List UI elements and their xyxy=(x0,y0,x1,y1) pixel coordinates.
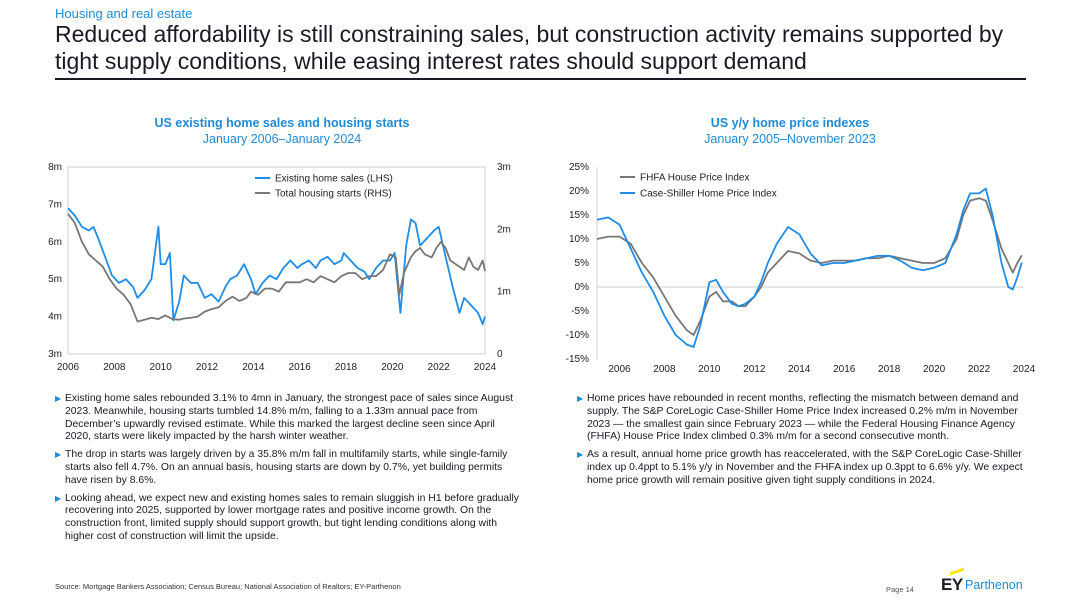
chart1-x-tick-label: 2018 xyxy=(335,362,358,373)
chart2-x-tick-label: 2008 xyxy=(653,364,676,375)
chart2-x-tick-label: 2024 xyxy=(1013,364,1036,375)
title-divider xyxy=(55,78,1026,80)
bullet-arrow-icon: ▶ xyxy=(55,394,62,403)
chart1-legend-label-2: Total housing starts (RHS) xyxy=(275,189,392,200)
chart1-plot-frame xyxy=(67,166,486,355)
chart2-y-tick-label: -10% xyxy=(566,330,589,341)
chart2-title-block: US y/y home price indexes January 2005–N… xyxy=(590,115,990,147)
chart1-x-tick-label: 2010 xyxy=(150,362,173,373)
bullet-arrow-icon: ▶ xyxy=(55,493,62,503)
chart2-x-tick-label: 2022 xyxy=(968,364,991,375)
ey-parthenon-logo: EY Parthenon xyxy=(938,567,1030,596)
bullet-arrow-icon: ▶ xyxy=(55,450,62,460)
bullet-arrow-icon: ▶ xyxy=(577,450,584,460)
chart2-series-line-2 xyxy=(596,187,1023,348)
chart1-right-tick-label: 3m xyxy=(497,162,511,173)
list-item: ▶ Looking ahead, we expect new and existi… xyxy=(55,492,519,542)
left-bullet-list: ▶ Existing home sales rebounded 3.1% to 4… xyxy=(55,393,520,549)
logo-ey-text: EY xyxy=(941,575,963,594)
chart2-y-tick-label: -5% xyxy=(571,306,589,317)
chart2-x-tick-label: 2016 xyxy=(833,364,856,375)
chart2-y-tick-label: 25% xyxy=(569,162,589,173)
chart1-left-tick-label: 3m xyxy=(48,349,62,360)
chart1-series-line-2 xyxy=(67,213,486,323)
chart1-x-tick-label: 2008 xyxy=(103,362,126,373)
chart1-x-tick-label: 2024 xyxy=(474,362,497,373)
chart1-left-tick-label: 6m xyxy=(48,237,62,248)
page-number: Page 14 xyxy=(886,585,914,594)
chart1-right-tick-label: 0 xyxy=(497,349,503,360)
chart1-right-tick-label: 1m xyxy=(497,287,511,298)
list-item: ▶ Home prices have rebounded in recent mo… xyxy=(577,393,1019,443)
chart1-x-tick-label: 2022 xyxy=(428,362,451,373)
chart2-x-tick-label: 2020 xyxy=(923,364,946,375)
chart2-x-tick-label: 2018 xyxy=(878,364,901,375)
chart1-subtitle: January 2006–January 2024 xyxy=(202,132,362,146)
chart1-left-tick-label: 5m xyxy=(48,274,62,285)
chart2-x-tick-label: 2010 xyxy=(698,364,721,375)
chart2-legend-label-2: Case-Shiller Home Price Index xyxy=(640,189,777,200)
chart1-left-tick-label: 8m xyxy=(48,162,62,173)
chart2-home-price-indexes: -15% -10% -5% 0% 5% 10% 15% 20% 25% 2006 2008 2010 2… xyxy=(566,162,1036,375)
chart1-title: US existing home sales and housing start… xyxy=(154,116,410,130)
chart2-x-tick-label: 2006 xyxy=(608,364,631,375)
chart1-x-tick-label: 2020 xyxy=(381,362,404,373)
chart1-x-tick-label: 2014 xyxy=(242,362,265,373)
chart1-title-block: US existing home sales and housing start… xyxy=(82,115,482,147)
chart1-x-tick-label: 2012 xyxy=(196,362,219,373)
list-item: ▶ As a result, annual home price growth h… xyxy=(577,449,1023,486)
chart2-y-tick-label: -15% xyxy=(566,354,589,365)
chart1-series-line-1 xyxy=(67,207,486,325)
chart2-y-tick-label: 10% xyxy=(569,234,589,245)
chart2-subtitle: January 2005–November 2023 xyxy=(704,132,876,146)
chart1-existing-sales-housing-starts: 3m 4m 5m 6m 7m 8m 0 1m 2m 3m 2006 2008 2010 2012 2014 2… xyxy=(48,162,511,373)
section-label: Housing and real estate xyxy=(55,6,193,21)
logo-parthenon-text: Parthenon xyxy=(965,578,1023,592)
chart2-title: US y/y home price indexes xyxy=(710,116,870,130)
page-title: Reduced affordability is still constrain… xyxy=(55,21,1004,74)
chart2-y-tick-label: 5% xyxy=(575,258,590,269)
list-item: ▶ The drop in starts was largely driven b… xyxy=(55,449,508,486)
chart2-series-line-1 xyxy=(596,197,1023,336)
chart2-legend-label-1: FHFA House Price Index xyxy=(640,173,750,184)
chart1-x-tick-label: 2016 xyxy=(289,362,312,373)
chart1-left-tick-label: 7m xyxy=(48,199,62,210)
chart2-y-tick-label: 20% xyxy=(569,186,589,197)
bullet-arrow-icon: ▶ xyxy=(577,394,584,403)
chart1-left-tick-label: 4m xyxy=(48,312,62,323)
chart2-x-tick-label: 2014 xyxy=(788,364,811,375)
chart1-x-tick-label: 2006 xyxy=(57,362,80,373)
chart2-y-tick-label: 0% xyxy=(575,282,590,293)
list-item: ▶ Existing home sales rebounded 3.1% to 4… xyxy=(55,393,514,443)
source-note: Source: Mortgage Bankers Association; Ce… xyxy=(55,582,401,591)
chart1-right-tick-label: 2m xyxy=(497,224,511,235)
chart2-x-tick-label: 2012 xyxy=(743,364,766,375)
right-bullet-list: ▶ Home prices have rebounded in recent mo… xyxy=(577,393,1032,493)
chart2-y-tick-label: 15% xyxy=(569,210,589,221)
chart1-legend-label-1: Existing home sales (LHS) xyxy=(275,174,393,185)
